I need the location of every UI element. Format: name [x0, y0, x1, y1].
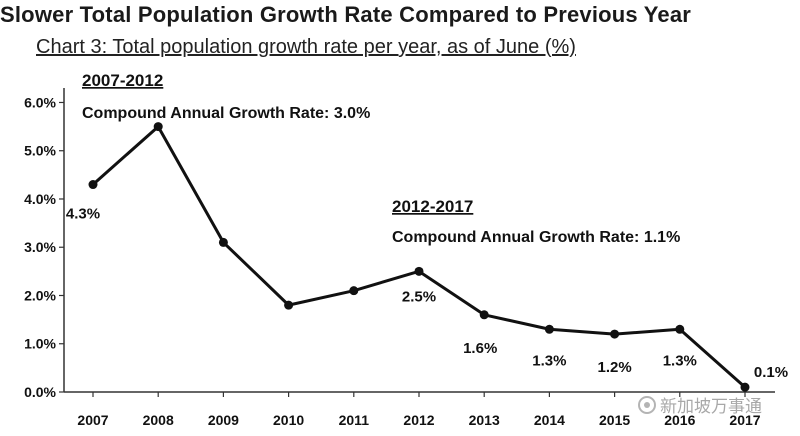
x-tick-label: 2013	[469, 412, 500, 428]
chart-title: Slower Total Population Growth Rate Comp…	[0, 2, 692, 27]
data-label: 0.1%	[754, 364, 788, 381]
x-tick-label: 2014	[534, 412, 565, 428]
x-tick-label: 2007	[77, 412, 108, 428]
x-tick-label: 2011	[339, 412, 370, 428]
x-tick-label: 2016	[664, 412, 695, 428]
watermark: 新加坡万事通	[638, 392, 762, 417]
annotation-cagr: Compound Annual Growth Rate: 3.0%	[82, 105, 370, 122]
y-tick-label: 2.0%	[24, 287, 56, 303]
y-tick-label: 0.0%	[24, 384, 56, 400]
annotation-period: 2012-2017	[392, 197, 473, 216]
x-tick-label: 2009	[208, 412, 239, 428]
x-tick-label: 2010	[273, 412, 304, 428]
data-label: 2.5%	[402, 288, 436, 305]
data-label: 4.3%	[66, 206, 100, 223]
chart-subtitle: Chart 3: Total population growth rate pe…	[36, 36, 576, 58]
watermark-text: 新加坡万事通	[660, 397, 762, 416]
data-label: 1.3%	[532, 352, 566, 369]
x-tick-label: 2015	[599, 412, 630, 428]
data-point	[284, 300, 294, 310]
y-tick-label: 3.0%	[24, 239, 56, 255]
x-tick-label: 2008	[143, 412, 174, 428]
data-point	[349, 286, 359, 296]
data-point	[675, 324, 685, 334]
y-tick-label: 1.0%	[24, 336, 56, 352]
data-point	[544, 324, 554, 334]
x-tick-label: 2012	[403, 412, 434, 428]
wechat-icon	[638, 395, 656, 414]
data-point	[88, 180, 98, 190]
data-point	[740, 382, 750, 392]
data-label: 1.6%	[463, 340, 497, 357]
data-label: 1.2%	[597, 359, 631, 376]
data-point	[610, 329, 620, 339]
data-label: 1.3%	[663, 352, 697, 369]
annotation-period: 2007-2012	[82, 71, 163, 90]
y-tick-label: 6.0%	[24, 94, 56, 110]
x-tick-label: 2017	[729, 412, 760, 428]
data-point	[479, 310, 489, 320]
data-point	[153, 122, 163, 132]
y-tick-label: 5.0%	[24, 143, 56, 159]
annotation-cagr: Compound Annual Growth Rate: 1.1%	[392, 229, 680, 246]
y-tick-label: 4.0%	[24, 191, 56, 207]
series-line	[92, 125, 746, 389]
data-point	[218, 237, 228, 247]
data-point	[414, 266, 424, 276]
